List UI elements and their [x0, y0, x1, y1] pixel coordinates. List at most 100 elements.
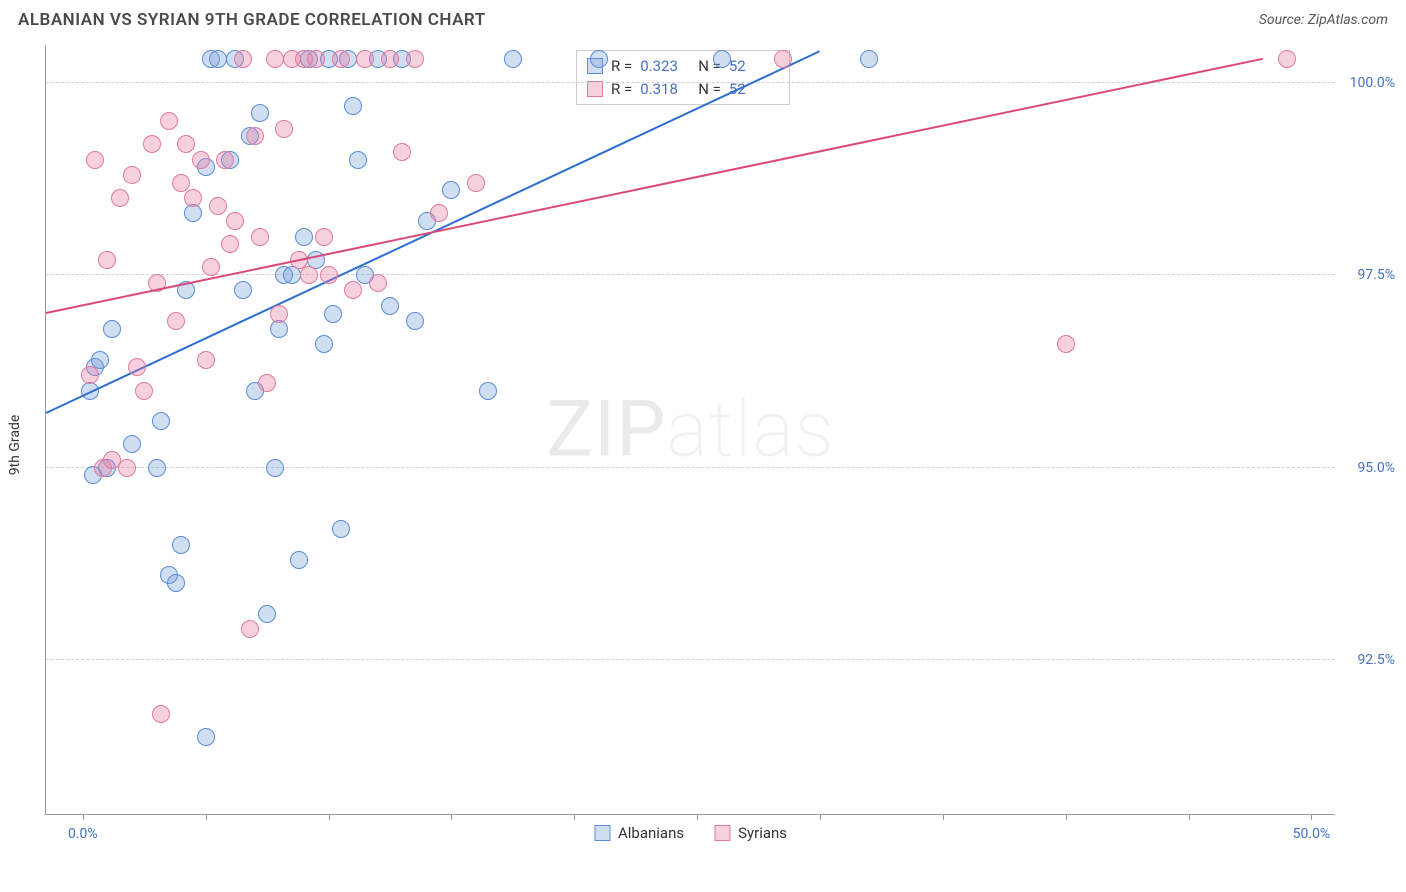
watermark: ZIPatlas [546, 384, 835, 475]
stats-row-albanians: R =0.323N =52 [587, 55, 779, 78]
correlation-stats-box: R =0.323N =52R =0.318N =52 [576, 50, 790, 105]
syrians-point [270, 305, 288, 323]
syrians-point [430, 204, 448, 222]
y-tick-label: 92.5% [1357, 652, 1395, 668]
syrians-point [81, 366, 99, 384]
albanians-point [251, 104, 269, 122]
x-tick [574, 814, 575, 820]
albanians-point [209, 50, 227, 68]
syrians-point [467, 174, 485, 192]
syrians-point [167, 312, 185, 330]
albanians-point [283, 266, 301, 284]
albanians-point [504, 50, 522, 68]
syrians-point [246, 127, 264, 145]
syrians-point [128, 358, 146, 376]
albanians-point [349, 151, 367, 169]
albanians-point [713, 50, 731, 68]
x-tick [820, 814, 821, 820]
albanians-point [103, 320, 121, 338]
syrians-point [774, 50, 792, 68]
syrians-point [221, 235, 239, 253]
syrians-point [177, 135, 195, 153]
albanians-point [590, 50, 608, 68]
x-tick-label: 50.0% [1293, 826, 1331, 842]
syrians-point [160, 112, 178, 130]
legend-item-albanians: Albanians [594, 824, 684, 842]
legend-item-syrians: Syrians [714, 824, 787, 842]
syrians-point [234, 50, 252, 68]
chart-container: 9th Grade ZIPatlas R =0.323N =52R =0.318… [45, 45, 1385, 845]
watermark-thin: atlas [666, 384, 834, 475]
syrians-swatch [587, 81, 603, 97]
albanians-swatch [594, 825, 610, 841]
x-tick [1311, 814, 1312, 820]
syrians-point [135, 382, 153, 400]
r-value: 0.323 [640, 55, 690, 78]
gridline-h [46, 659, 1335, 660]
x-tick [329, 814, 330, 820]
syrians-point [251, 228, 269, 246]
syrians-point [226, 212, 244, 230]
plot-area: ZIPatlas R =0.323N =52R =0.318N =52 Alba… [45, 45, 1335, 815]
header: ALBANIAN VS SYRIAN 9TH GRADE CORRELATION… [0, 0, 1406, 30]
syrians-point [111, 189, 129, 207]
albanians-point [295, 228, 313, 246]
syrians-point [172, 174, 190, 192]
syrians-point [202, 258, 220, 276]
x-tick [206, 814, 207, 820]
syrians-point [381, 50, 399, 68]
albanians-point [148, 459, 166, 477]
syrians-point [152, 705, 170, 723]
y-tick-label: 97.5% [1357, 267, 1395, 283]
albanians-point [123, 435, 141, 453]
syrians-point [192, 151, 210, 169]
syrians-point [209, 197, 227, 215]
r-label: R = [611, 55, 632, 78]
syrians-point [369, 274, 387, 292]
syrians-point [197, 351, 215, 369]
syrians-point [266, 50, 284, 68]
syrians-point [86, 151, 104, 169]
source-attribution: Source: ZipAtlas.com [1259, 12, 1388, 28]
albanians-point [266, 459, 284, 477]
syrians-point [184, 189, 202, 207]
x-tick [697, 814, 698, 820]
albanians-point [344, 97, 362, 115]
syrians-swatch [714, 825, 730, 841]
albanians-point [406, 312, 424, 330]
syrians-point [143, 135, 161, 153]
syrians-point [216, 151, 234, 169]
syrians-point [118, 459, 136, 477]
syrians-point [320, 266, 338, 284]
y-tick-label: 100.0% [1350, 75, 1395, 91]
series-legend: Albanians Syrians [594, 824, 787, 842]
syrians-point [393, 143, 411, 161]
albanians-point [197, 728, 215, 746]
y-axis-title: 9th Grade [7, 415, 23, 476]
albanians-point [860, 50, 878, 68]
albanians-point [324, 305, 342, 323]
syrians-point [123, 166, 141, 184]
syrians-point [98, 251, 116, 269]
syrians-point [241, 620, 259, 638]
syrians-point [1057, 335, 1075, 353]
albanians-point [442, 181, 460, 199]
albanians-point [234, 281, 252, 299]
albanians-point [332, 520, 350, 538]
albanians-point [167, 574, 185, 592]
albanians-point [290, 551, 308, 569]
syrians-point [315, 228, 333, 246]
syrians-point [332, 50, 350, 68]
syrians-point [300, 266, 318, 284]
syrians-point [356, 50, 374, 68]
gridline-h [46, 467, 1335, 468]
x-tick [451, 814, 452, 820]
syrians-point [1278, 50, 1296, 68]
albanians-point [270, 320, 288, 338]
syrians-point [258, 374, 276, 392]
albanians-point [315, 335, 333, 353]
syrians-point [307, 50, 325, 68]
x-tick [83, 814, 84, 820]
chart-title: ALBANIAN VS SYRIAN 9TH GRADE CORRELATION… [18, 10, 486, 30]
legend-label: Syrians [738, 824, 787, 842]
